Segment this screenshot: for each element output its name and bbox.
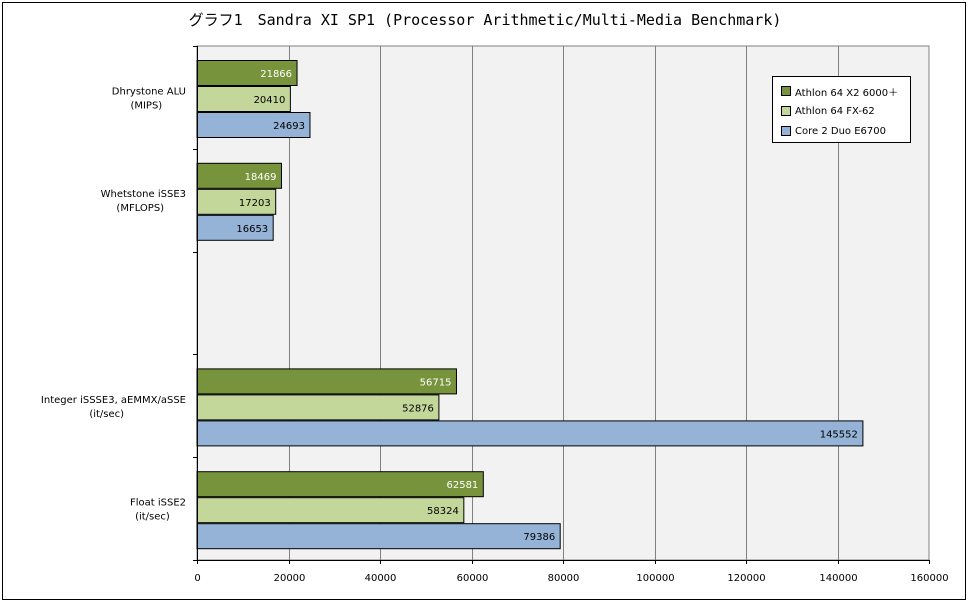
bars [196, 60, 864, 550]
legend-label: Athlon 64 X2 6000＋ [795, 87, 899, 99]
legend-item: Athlon 64 FX-62 [781, 101, 910, 121]
bar-value-label: 18469 [245, 172, 277, 183]
bar-value-label: 21866 [260, 69, 292, 80]
bar-value-label: 145552 [820, 429, 858, 440]
legend-swatch [781, 126, 791, 136]
x-tick-label: 120000 [727, 573, 765, 584]
legend-label: Core 2 Duo E6700 [795, 125, 886, 137]
bar [196, 420, 864, 447]
x-tick-label: 160000 [910, 573, 948, 584]
bar [196, 497, 465, 524]
x-tick-label: 60000 [457, 573, 489, 584]
bar [196, 112, 311, 138]
bar-value-label: 79386 [523, 532, 555, 543]
x-tick-label: 0 [194, 573, 200, 584]
bar [196, 523, 561, 550]
bar-value-label: 52876 [402, 403, 434, 414]
x-tick-label: 80000 [548, 573, 580, 584]
bar [196, 471, 484, 498]
chart-title: グラフ1 Sandra XI SP1 (Processor Arithmetic… [188, 11, 782, 29]
category-label: Float iSSE2 [130, 498, 186, 509]
x-tick-label: 100000 [636, 573, 674, 584]
category-label: Dhrystone ALU [112, 86, 186, 97]
y-axis: Dhrystone ALU (MIPS) Whetstone iSSE3 (MFLOP… [41, 46, 198, 561]
bar-value-label: 58324 [427, 506, 459, 517]
bar-value-label: 24693 [273, 121, 305, 132]
bar-value-label: 62581 [446, 480, 478, 491]
legend-item: Athlon 64 X2 6000＋ [781, 81, 910, 101]
x-tick-label: 20000 [274, 573, 306, 584]
category-unit-label: (MIPS) [130, 100, 162, 111]
bar-value-labels: 21866 20410 24693 18469 17203 16653 56715 52876… [236, 69, 858, 543]
category-label: Whetstone iSSE3 [101, 189, 186, 200]
bar [196, 394, 440, 421]
x-tick-label: 140000 [819, 573, 857, 584]
legend-item: Core 2 Duo E6700 [781, 121, 910, 141]
legend: Athlon 64 X2 6000＋ Athlon 64 FX-62 Core … [772, 76, 911, 143]
bar [196, 60, 298, 86]
bar-value-label: 16653 [236, 224, 268, 235]
category-unit-label: (it/sec) [135, 512, 170, 523]
bar [196, 214, 274, 241]
category-unit-label: (it/sec) [89, 409, 124, 420]
x-tick-label: 40000 [365, 573, 397, 584]
category-label: Integer iSSSE3, aEMMX/aSSE [41, 395, 186, 406]
bar-value-label: 20410 [254, 95, 286, 106]
bar-value-label: 56715 [420, 377, 452, 388]
x-axis: 0 20000 40000 60000 80000 100000 120000 140000 1… [194, 560, 949, 584]
legend-label: Athlon 64 FX-62 [795, 105, 875, 117]
legend-swatch [781, 86, 791, 96]
legend-swatch [781, 106, 791, 116]
category-unit-label: (MFLOPS) [116, 203, 164, 214]
bar [196, 368, 457, 395]
bar-value-label: 17203 [239, 198, 271, 209]
